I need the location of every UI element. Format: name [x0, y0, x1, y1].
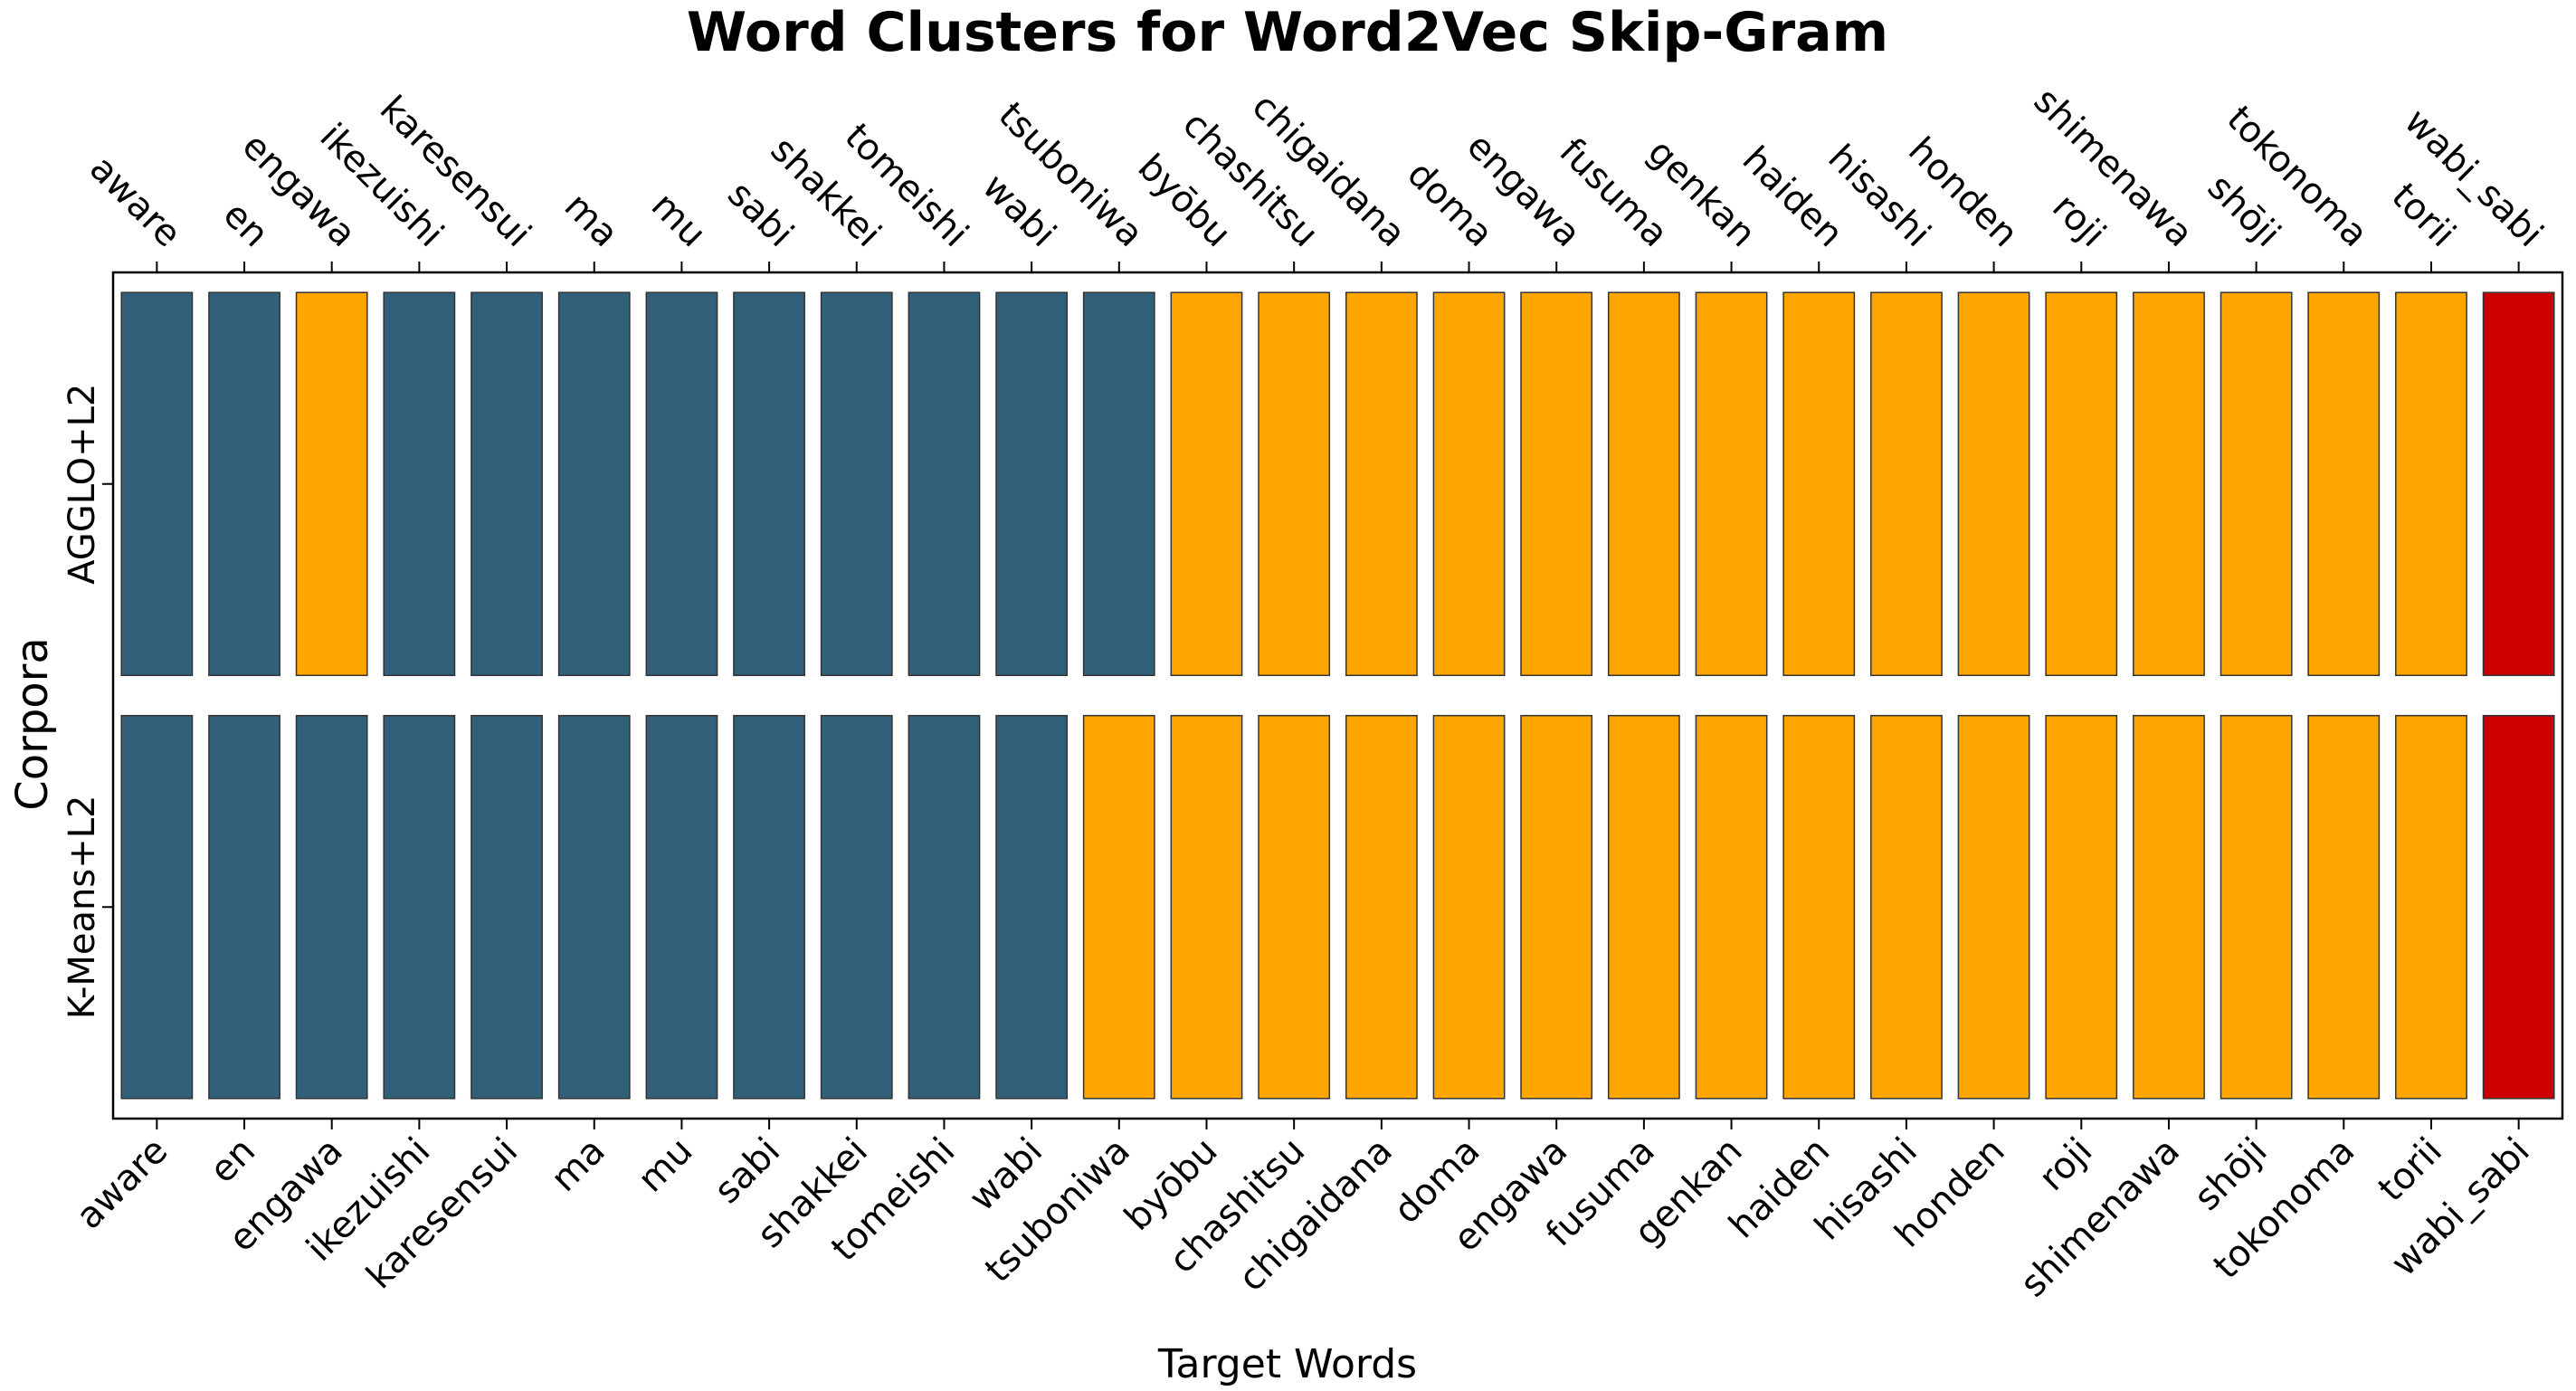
cluster-cell [1082, 714, 1155, 1100]
cluster-cell [383, 714, 456, 1100]
cluster-cell [1345, 291, 1418, 677]
cluster-cell [383, 291, 456, 677]
cluster-cell [2133, 714, 2205, 1100]
cluster-cell [908, 291, 981, 677]
x-tick-label-bottom: aware [69, 1130, 176, 1238]
x-tick-label-bottom: en [202, 1130, 263, 1192]
cluster-cell [2307, 291, 2381, 677]
cluster-cell [820, 291, 893, 677]
cluster-cell [1170, 714, 1243, 1100]
cluster-cell [471, 714, 543, 1100]
x-axis-label: Target Words [1157, 1341, 1417, 1387]
cluster-cell [1957, 714, 2030, 1100]
cluster-cell [995, 291, 1069, 677]
cluster-cell [2395, 291, 2467, 677]
cluster-cell [295, 714, 368, 1100]
cluster-cell [995, 714, 1069, 1100]
cluster-cell [1782, 291, 1856, 677]
cluster-cell [1170, 291, 1243, 677]
cluster-cell [1345, 714, 1418, 1100]
cluster-cell [1870, 714, 1943, 1100]
cluster-cell [733, 714, 805, 1100]
cluster-cell [1432, 291, 1506, 677]
cluster-cell [208, 291, 280, 677]
cluster-cell [1607, 714, 1680, 1100]
cluster-cell [208, 714, 280, 1100]
chart-title: Word Clusters for Word2Vec Skip-Gram [687, 1, 1888, 64]
plot-frame [111, 271, 2564, 1120]
x-tick-label-bottom: shimenawa [2012, 1130, 2188, 1306]
cluster-cell [645, 291, 718, 677]
cluster-cell [1258, 291, 1331, 677]
cluster-cell [645, 714, 718, 1100]
y-axis-label: Corpora [7, 637, 58, 811]
cluster-cell [2395, 714, 2467, 1100]
cluster-cell [471, 291, 543, 677]
cluster-cell [1520, 291, 1593, 677]
cluster-cell [2133, 291, 2205, 677]
cluster-cell [557, 291, 631, 677]
cluster-cell [733, 291, 805, 677]
x-tick-label-top: en [215, 194, 277, 255]
cluster-cell [2220, 714, 2293, 1100]
cluster-cell [2220, 291, 2293, 677]
cluster-cell [1082, 291, 1155, 677]
cluster-cell [1432, 714, 1506, 1100]
plot-area: AGGLO+L2K-Means+L2awareawareenenengawaen… [62, 80, 2564, 1306]
cluster-cell [908, 714, 981, 1100]
cluster-cell [2307, 714, 2381, 1100]
x-tick-label-top: mu [643, 185, 714, 255]
cluster-cell [2045, 291, 2118, 677]
cluster-cell [820, 714, 893, 1100]
x-tick-label-top: aware [81, 148, 189, 255]
x-tick-label-bottom: mu [630, 1130, 700, 1201]
x-tick-label-top: shimenawa [2026, 80, 2201, 255]
cluster-cell [1695, 291, 1768, 677]
cluster-cell [1957, 291, 2030, 677]
cluster-cell [2045, 714, 2118, 1100]
cluster-cell [2482, 291, 2555, 677]
x-tick-label-bottom: torii [2371, 1130, 2450, 1210]
y-tick-label: AGGLO+L2 [62, 384, 103, 585]
cluster-cell [1870, 291, 1943, 677]
cluster-cell [1695, 714, 1768, 1100]
cluster-cell [1258, 714, 1331, 1100]
y-tick-label: K-Means+L2 [62, 796, 103, 1020]
cluster-cell [120, 291, 194, 677]
x-tick-label-top: sabi [719, 174, 801, 255]
x-tick-label-bottom: ma [543, 1130, 613, 1200]
x-tick-label-top: ma [556, 186, 626, 255]
x-tick-label-bottom: roji [2031, 1130, 2101, 1200]
cluster-cell [1782, 714, 1856, 1100]
x-tick-label-top: roji [2044, 186, 2114, 256]
cluster-cell [295, 291, 368, 677]
cluster-cell [1520, 714, 1593, 1100]
cluster-cell [557, 714, 631, 1100]
x-tick-label-top: torii [2383, 176, 2463, 255]
cluster-cell [1607, 291, 1680, 677]
cluster-cell [120, 714, 194, 1100]
cluster-cell [2482, 714, 2555, 1100]
